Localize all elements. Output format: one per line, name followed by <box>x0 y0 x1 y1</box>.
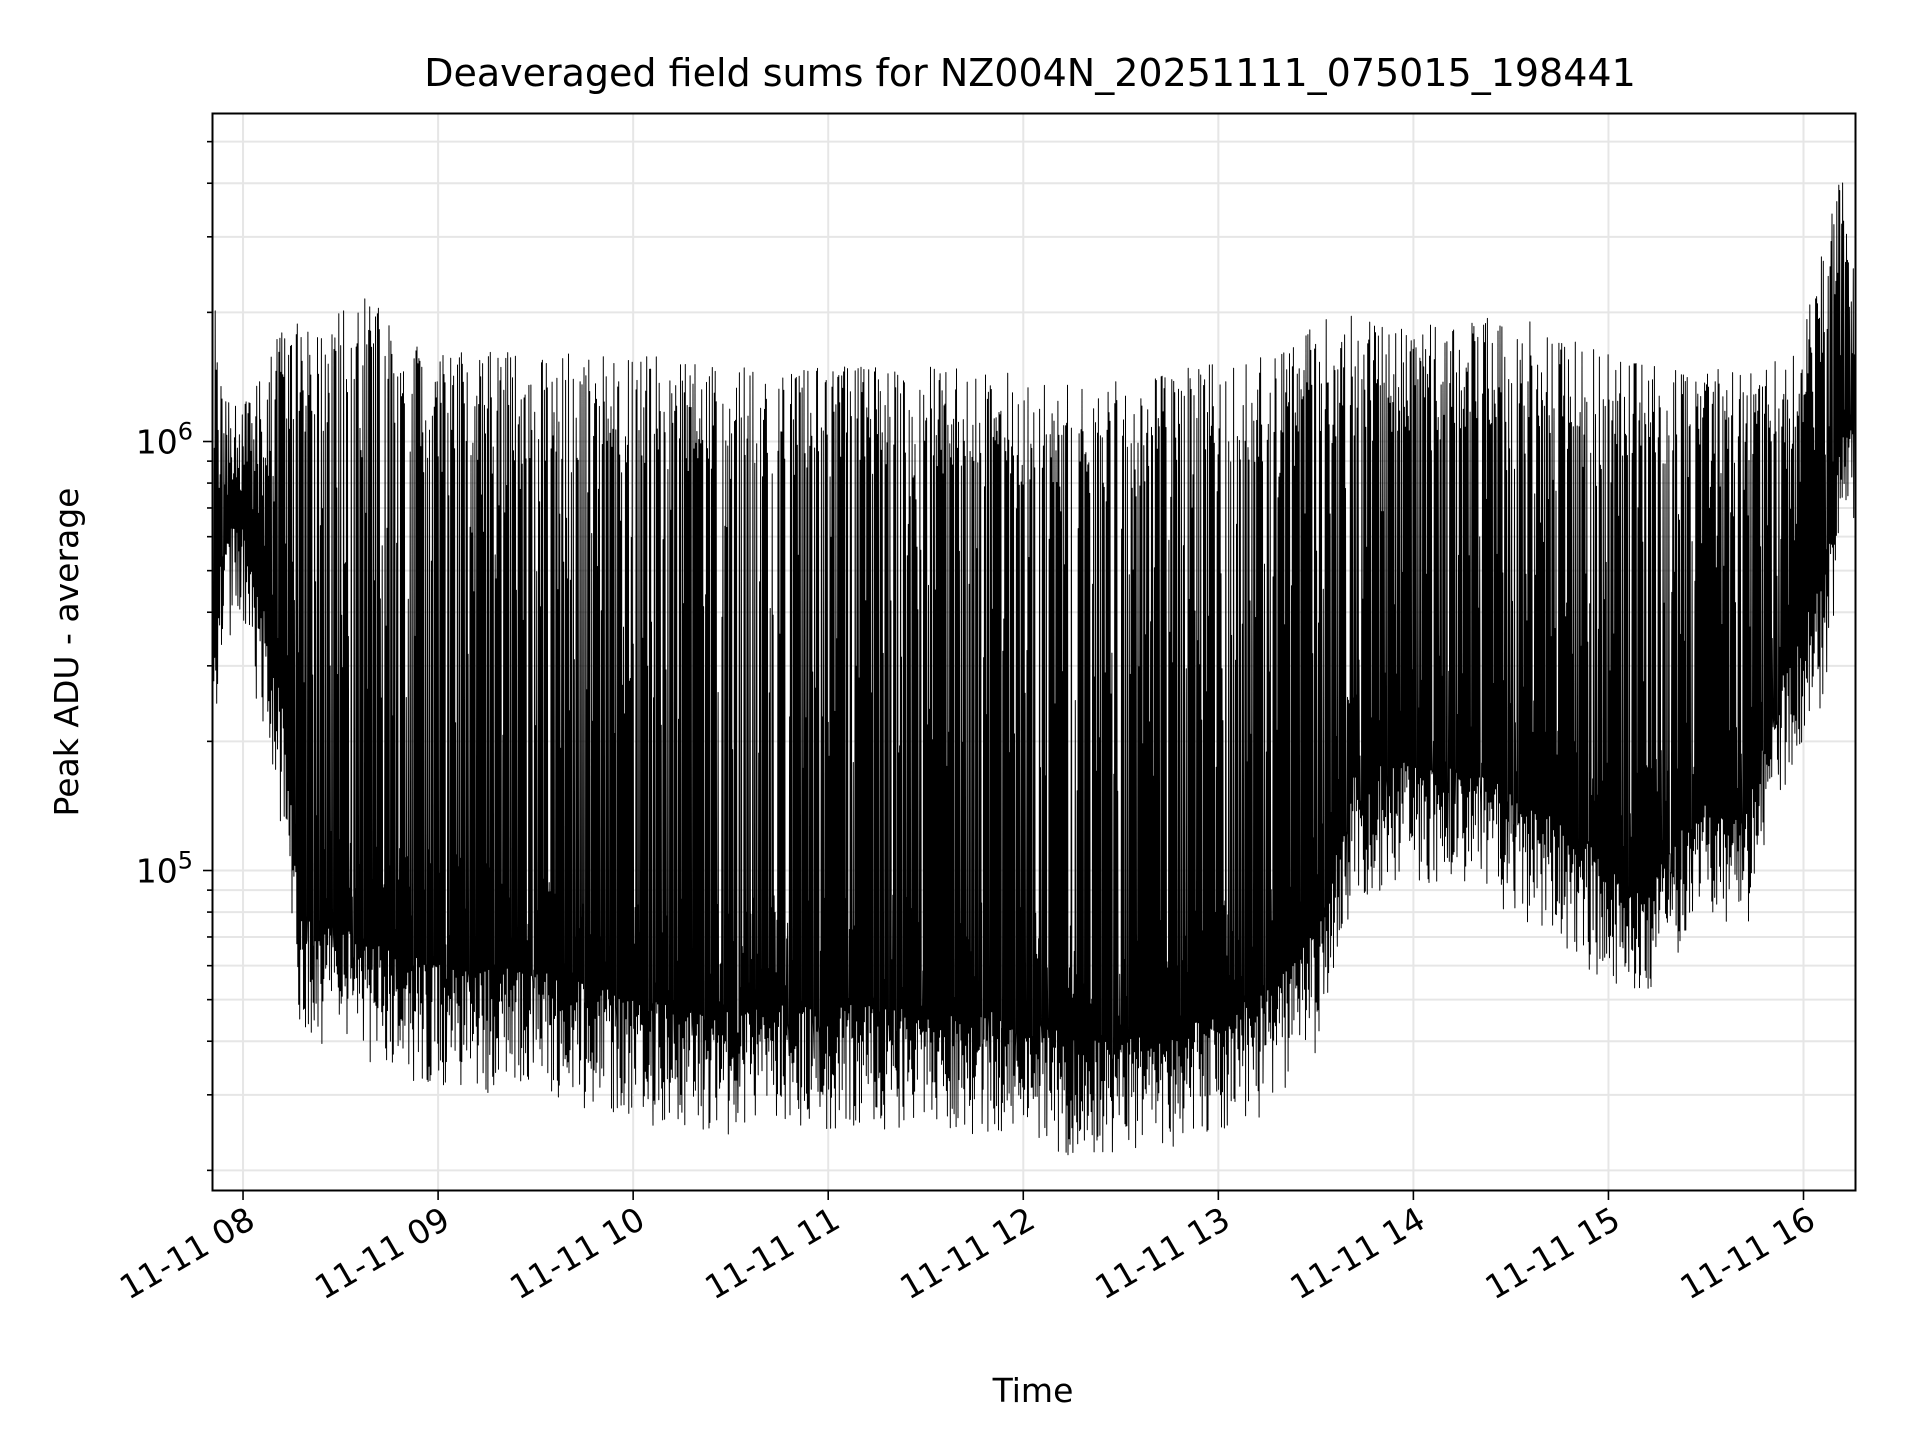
plot-frame <box>211 112 1857 1192</box>
y-tick-label: 106 <box>136 418 193 462</box>
series-line <box>213 182 1855 1156</box>
series-layer <box>213 182 1855 1156</box>
chart-title: Deaveraged field sums for NZ004N_2025111… <box>424 51 1636 95</box>
y-axis-label: Peak ADU - average <box>47 488 86 817</box>
y-tick-label: 105 <box>136 847 193 891</box>
x-axis-label: Time <box>992 1371 1074 1410</box>
